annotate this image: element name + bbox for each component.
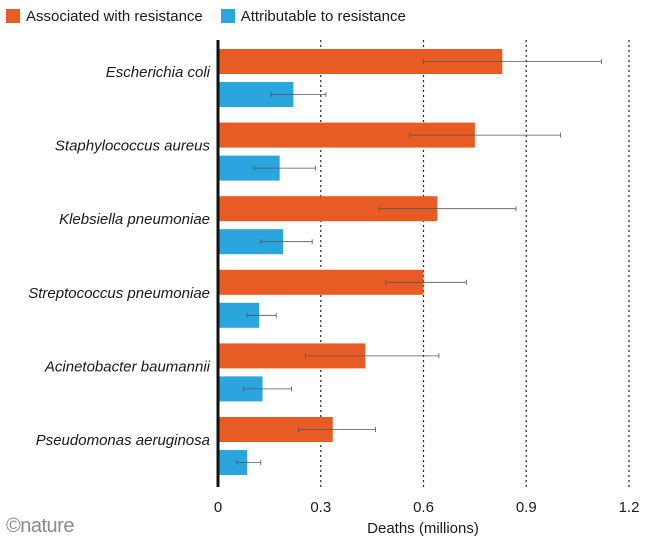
category-labels: Escherichia coli Staphylococcus aureus Kle… <box>28 64 210 449</box>
grid-lines <box>320 40 630 487</box>
error-bar-associated-3 <box>385 279 467 285</box>
x-tick-label-1: 0.3 <box>310 499 331 516</box>
error-bar-attributable-0 <box>270 92 327 97</box>
error-bar-associated-2 <box>378 206 517 212</box>
error-bar-attributable-4 <box>243 386 293 392</box>
legend-item-attributable: Attributable to resistance <box>220 7 406 25</box>
error-bar-associated-1 <box>409 132 561 138</box>
legend-swatch-attributable <box>220 9 235 23</box>
category-label-2: Klebsiella pneumoniae <box>59 211 210 228</box>
category-label-1: Staphylococcus aureus <box>55 138 211 155</box>
x-tick-labels: 0 0.3 0.6 0.9 1.2 <box>214 499 640 516</box>
category-label-0: Escherichia coli <box>106 64 211 81</box>
category-label-4: Acinetobacter baumannii <box>44 358 211 375</box>
error-bar-attributable-2 <box>260 239 313 245</box>
category-label-3: Streptococcus pneumoniae <box>28 285 210 302</box>
legend-swatch-associated <box>6 9 20 23</box>
legend: Associated with resistance Attributable … <box>6 6 424 26</box>
error-bar-associated-4 <box>304 353 440 359</box>
error-bar-attributable-5 <box>236 460 262 465</box>
legend-label-associated: Associated with resistance <box>26 7 203 25</box>
error-bar-attributable-1 <box>253 165 317 171</box>
x-tick-label-4: 1.2 <box>619 499 640 516</box>
error-bar-associated-0 <box>423 59 602 64</box>
x-axis-label: Deaths (millions) <box>367 520 479 537</box>
x-tick-label-0: 0 <box>214 499 222 516</box>
error-bar-attributable-3 <box>246 312 277 318</box>
x-tick-label-2: 0.6 <box>413 499 434 516</box>
error-bars <box>236 59 602 465</box>
error-bar-associated-5 <box>298 427 376 432</box>
category-label-5: Pseudomonas aeruginosa <box>36 432 210 449</box>
nature-logo: ©nature <box>6 515 74 537</box>
bars <box>218 49 503 475</box>
legend-label-attributable: Attributable to resistance <box>240 7 406 25</box>
x-tick-label-3: 0.9 <box>516 499 537 516</box>
legend-item-associated: Associated with resistance <box>6 8 203 25</box>
